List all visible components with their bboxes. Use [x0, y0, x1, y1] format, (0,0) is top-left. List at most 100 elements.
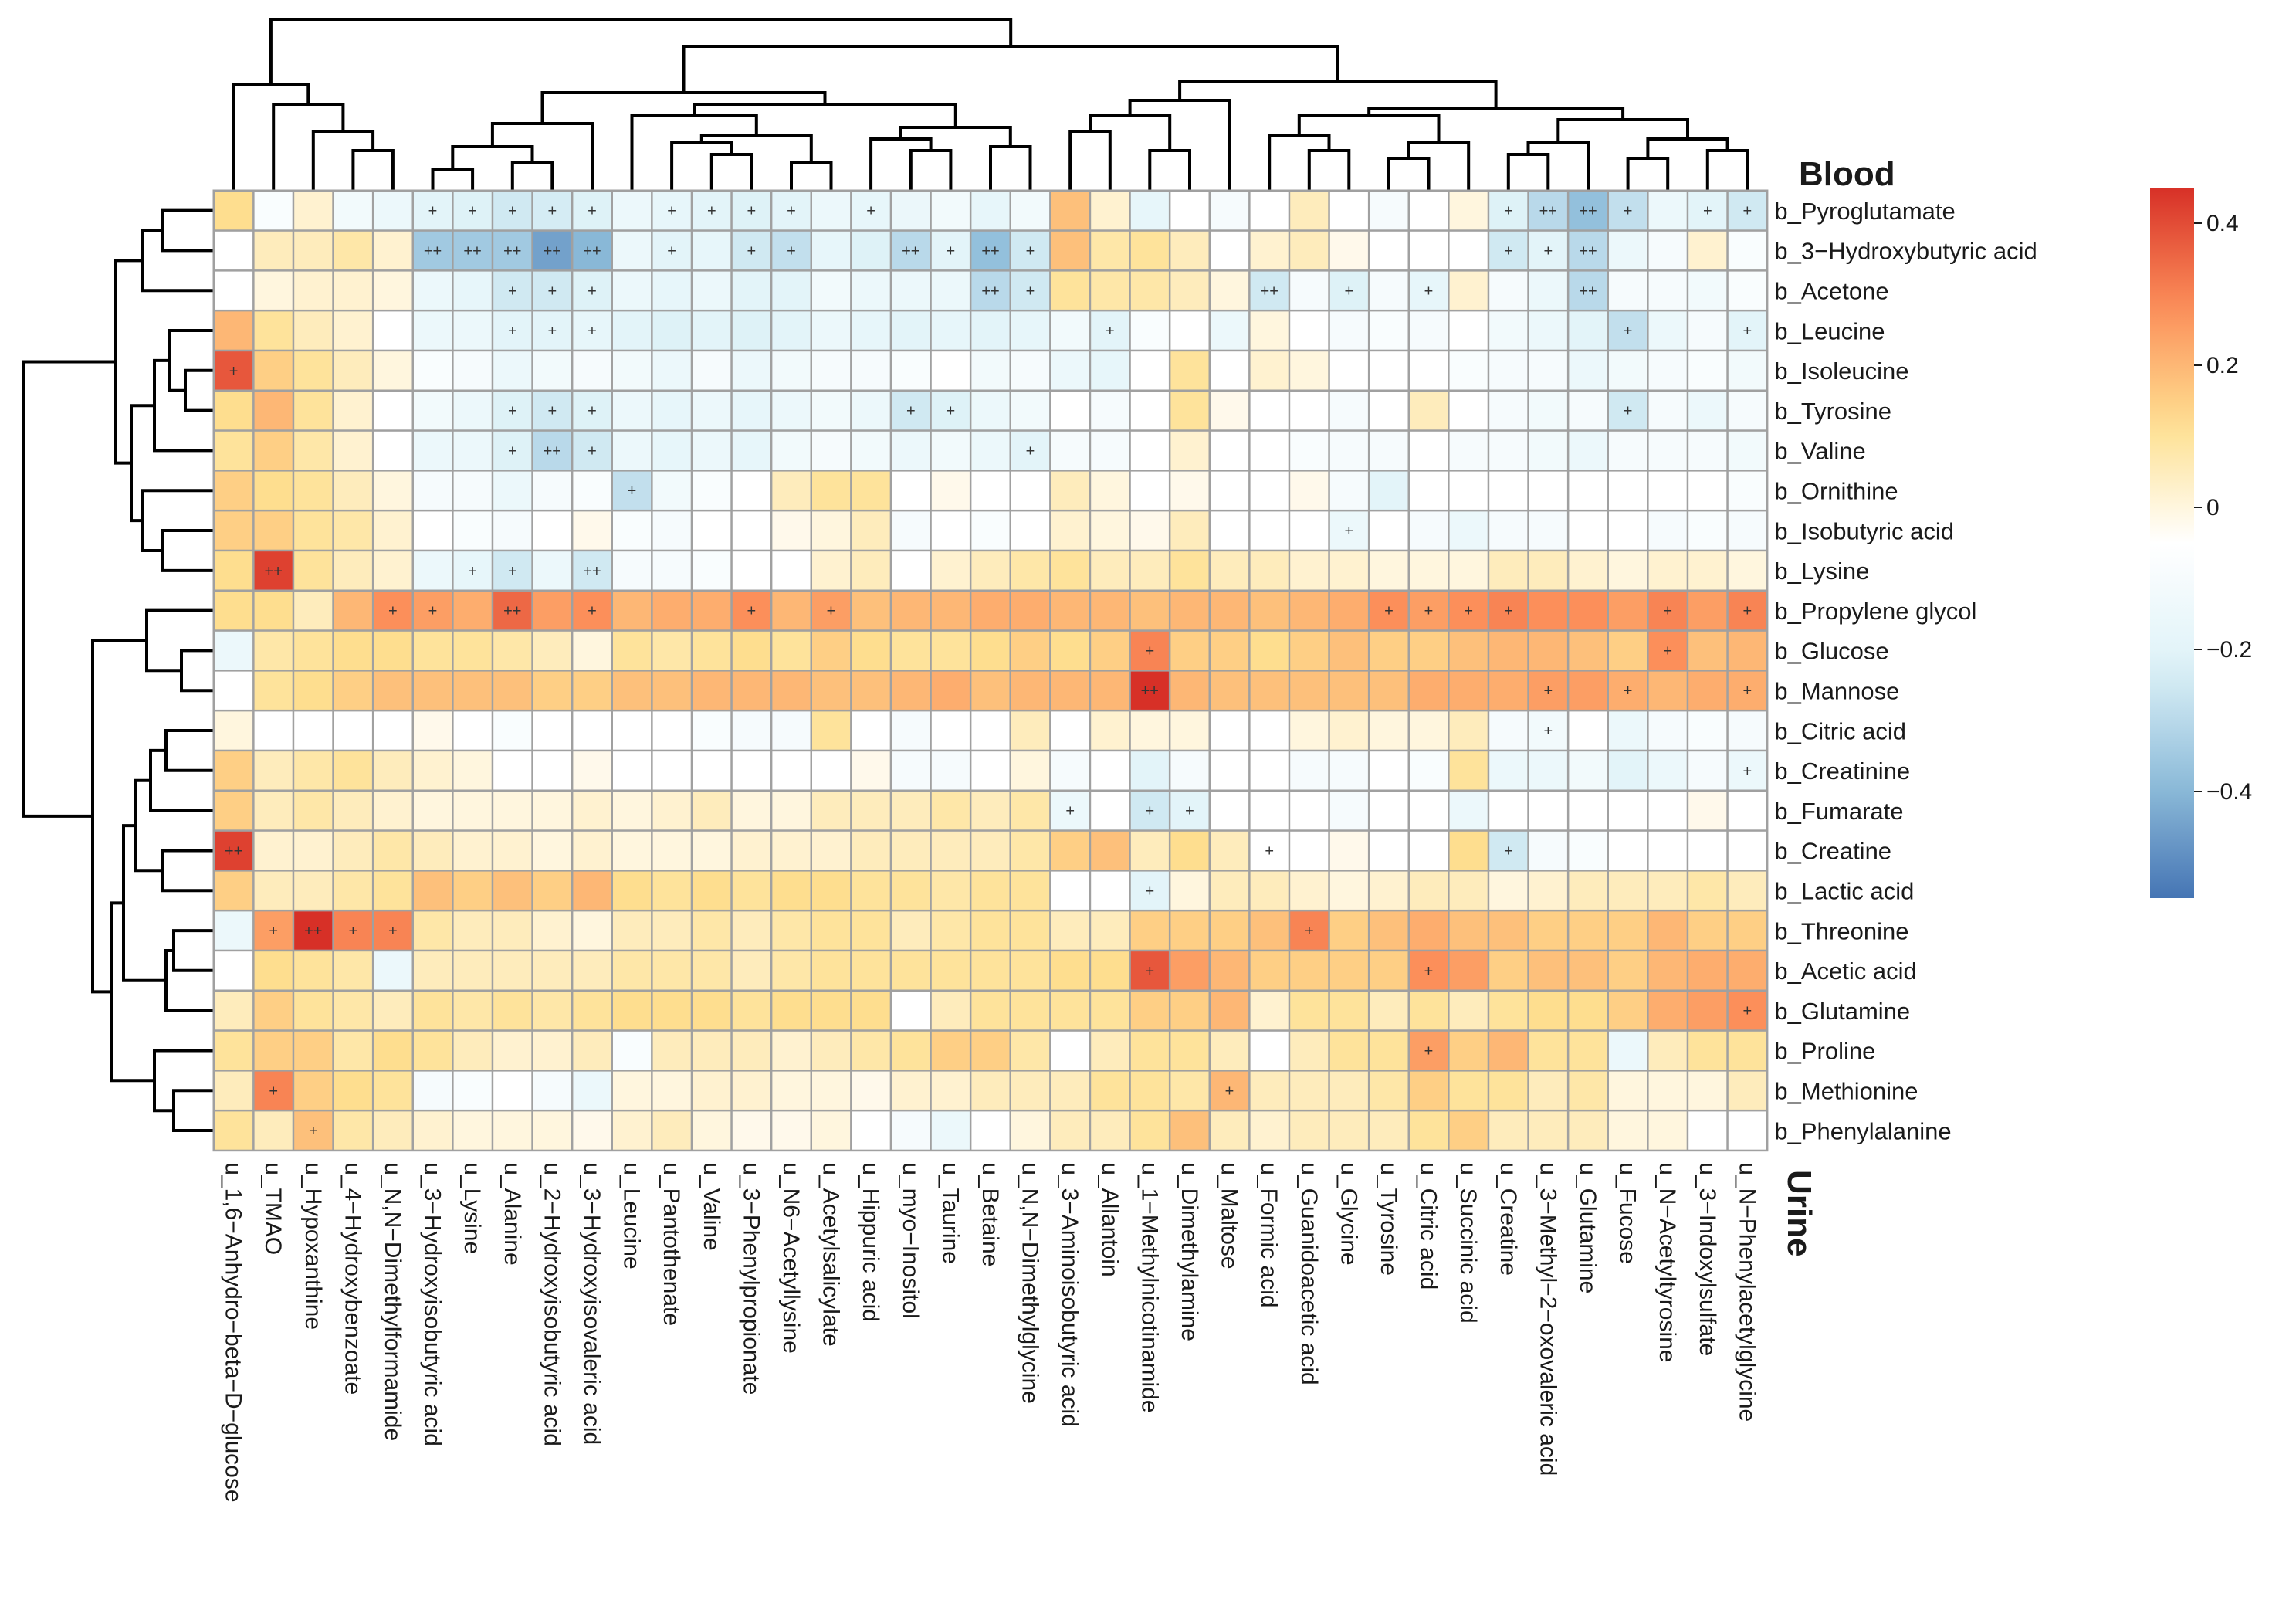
heatmap-cell: [1370, 831, 1408, 870]
heatmap-cell: [374, 511, 412, 550]
heatmap-cell: [1290, 271, 1329, 310]
heatmap-cell: [1211, 192, 1249, 230]
heatmap-cell: [971, 831, 1010, 870]
heatmap-cell: [1648, 992, 1687, 1030]
heatmap-cell: [573, 551, 611, 590]
heatmap-cell: [971, 911, 1010, 950]
heatmap-cell: [1170, 271, 1209, 310]
heatmap-cell: [971, 271, 1010, 310]
heatmap-cell: [812, 551, 851, 590]
heatmap-cell: [1569, 951, 1607, 990]
dendrogram-link: [180, 649, 215, 693]
heatmap-cell: [493, 911, 532, 950]
column-label: u_3−Indoxylsulfate: [1695, 1162, 1720, 1356]
heatmap-cell: [1130, 1111, 1169, 1150]
heatmap-cell: [1489, 1111, 1528, 1150]
heatmap-cell: [215, 592, 253, 630]
heatmap-cell: [693, 592, 731, 630]
significance-mark: +: [1344, 283, 1353, 300]
heatmap-cell: [1449, 551, 1488, 590]
heatmap-cell: [971, 792, 1010, 830]
heatmap-cell: [652, 831, 691, 870]
heatmap-cell: [1688, 192, 1727, 230]
heatmap-cell: [254, 831, 293, 870]
heatmap-cell: [772, 471, 811, 510]
heatmap-cell: [414, 592, 452, 630]
heatmap-cell: [374, 192, 412, 230]
heatmap-cell: [1130, 671, 1169, 710]
significance-mark: +: [1225, 1083, 1234, 1100]
heatmap-cell: [693, 951, 731, 990]
heatmap-cell: [1091, 1071, 1129, 1110]
heatmap-cell: [1250, 311, 1289, 350]
heatmap-cell: [1728, 271, 1766, 310]
heatmap-cell: [1170, 392, 1209, 430]
heatmap-cell: [812, 951, 851, 990]
heatmap-cell: [1130, 951, 1169, 990]
heatmap-cell: [732, 351, 770, 390]
heatmap-cell: [533, 431, 571, 470]
significance-mark: ++: [1141, 683, 1159, 700]
heatmap-cell: [294, 592, 333, 630]
significance-mark: +: [229, 363, 239, 380]
heatmap-cell: [971, 311, 1010, 350]
heatmap-cell: [1370, 431, 1408, 470]
heatmap-cell: [852, 592, 890, 630]
heatmap-cell: [772, 551, 811, 590]
heatmap-cell: [215, 1111, 253, 1150]
heatmap-cell: [1011, 792, 1050, 830]
heatmap-cell: [892, 351, 930, 390]
significance-mark: +: [1624, 403, 1633, 420]
heatmap-cell: [931, 951, 970, 990]
heatmap-cell: [1170, 231, 1209, 270]
heatmap-cell: [693, 1111, 731, 1150]
significance-mark: +: [1065, 803, 1075, 820]
heatmap-cell: [493, 711, 532, 750]
heatmap-cell: [971, 951, 1010, 990]
heatmap-cell: [254, 511, 293, 550]
dendrogram-link: [682, 45, 1339, 93]
heatmap-cell: [493, 671, 532, 710]
heatmap-cell: [1569, 831, 1607, 870]
heatmap-cell: [573, 351, 611, 390]
heatmap-cell: [812, 711, 851, 750]
heatmap-cell: [812, 192, 851, 230]
heatmap-cell: [334, 192, 372, 230]
heatmap-cell: [931, 1031, 970, 1070]
heatmap-cell: [1648, 231, 1687, 270]
heatmap-cell: [1370, 231, 1408, 270]
heatmap-cell: [1370, 631, 1408, 670]
dendrogram-link: [272, 103, 345, 192]
heatmap-cell: [613, 351, 652, 390]
heatmap-cell: [613, 631, 652, 670]
heatmap-cell: [812, 1111, 851, 1150]
heatmap-cell: [892, 911, 930, 950]
heatmap-cell: [1489, 671, 1528, 710]
heatmap-cell: [1370, 992, 1408, 1030]
heatmap-cell: [453, 1071, 492, 1110]
heatmap-cell: [1091, 631, 1129, 670]
heatmap-cell: [1091, 392, 1129, 430]
heatmap-cell: [1529, 392, 1567, 430]
heatmap-cell: [493, 431, 532, 470]
heatmap-cell: [931, 271, 970, 310]
significance-mark: ++: [424, 242, 442, 259]
heatmap-cell: [1290, 192, 1329, 230]
heatmap-cell: [1410, 1071, 1448, 1110]
heatmap-cell: [1410, 311, 1448, 350]
heatmap-cell: [1211, 231, 1249, 270]
heatmap-cell: [493, 351, 532, 390]
significance-mark: +: [388, 603, 398, 620]
heatmap-cell: [533, 792, 571, 830]
heatmap-cell: [652, 592, 691, 630]
significance-mark: +: [1464, 603, 1473, 620]
heatmap-cell: [334, 992, 372, 1030]
heatmap-cell: [1609, 351, 1647, 390]
column-label: u_4−Hydroxybenzoate: [340, 1162, 365, 1395]
heatmap-cell: [374, 311, 412, 350]
heatmap-cell: [931, 871, 970, 910]
colorbar-tick-label: −0.2: [2206, 637, 2252, 663]
heatmap-cell: [533, 751, 571, 790]
heatmap-cell: [1648, 671, 1687, 710]
heatmap-cell: [852, 1031, 890, 1070]
